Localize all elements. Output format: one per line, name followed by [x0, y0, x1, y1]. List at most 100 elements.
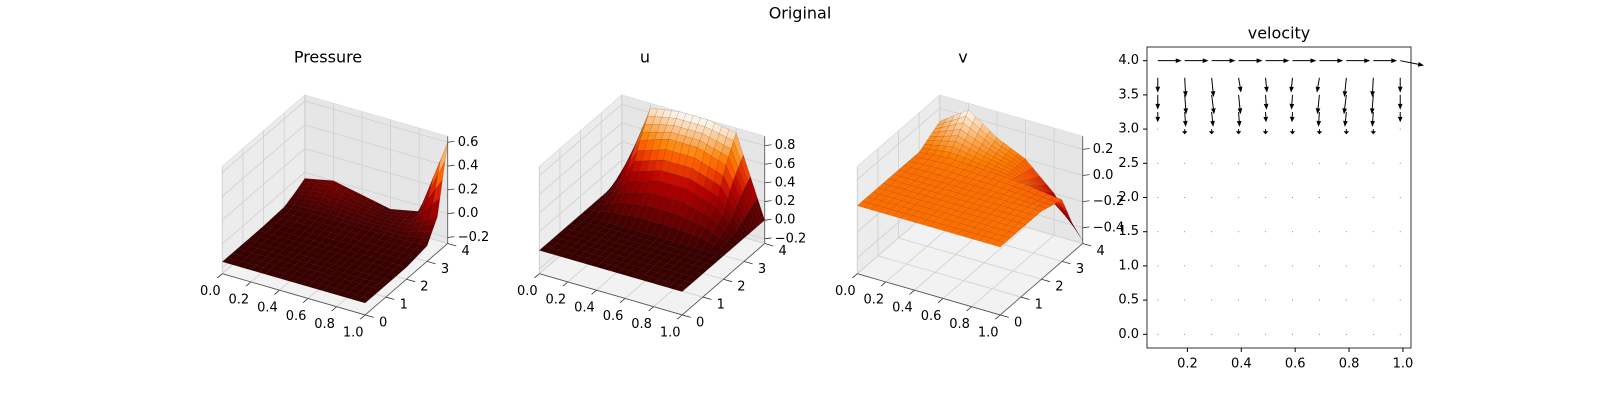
x-tick-label: 0.6: [1285, 357, 1306, 372]
tick-mark: [447, 140, 455, 143]
grid-line: [304, 148, 448, 191]
z-tick-label: 0.4: [775, 175, 796, 190]
tick-mark: [385, 296, 395, 300]
tick-mark: [562, 281, 569, 287]
y-tick-label: 3: [441, 262, 449, 277]
tick-mark: [359, 314, 366, 320]
z-tick-label: 0.8: [775, 138, 796, 153]
arrow: [1400, 60, 1425, 67]
arrow: [1315, 77, 1321, 93]
arrow: [1316, 111, 1322, 127]
tick-mark: [937, 298, 944, 304]
tick-mark: [764, 181, 772, 184]
arrow: [1345, 162, 1347, 164]
y-tick-label: 0: [696, 315, 704, 330]
surface-patch: [437, 142, 448, 175]
tick-mark: [591, 289, 597, 295]
arrow: [1210, 111, 1215, 127]
z-tick-label: 0.0: [458, 206, 479, 221]
tick-mark: [880, 281, 887, 287]
arrow: [1265, 299, 1267, 301]
arrow: [1318, 265, 1320, 267]
arrow: [1211, 231, 1213, 233]
axis-line: [364, 243, 448, 316]
arrow: [1235, 129, 1242, 135]
arrow: [1238, 231, 1240, 233]
axis-line: [999, 243, 1083, 316]
x-tick-label: 0.2: [546, 292, 567, 307]
arrow: [1155, 111, 1161, 123]
arrow: [1211, 197, 1213, 198]
arrow: [1184, 162, 1186, 164]
axis-line: [681, 243, 765, 316]
arrow: [1291, 265, 1293, 267]
y-tick-label: 4: [1097, 244, 1105, 259]
tick-mark: [743, 260, 753, 265]
tick-mark: [764, 243, 774, 247]
arrow: [1397, 111, 1403, 123]
arrow: [1343, 129, 1350, 135]
arrow: [1372, 231, 1374, 233]
arrow: [1291, 197, 1293, 198]
y-tick-label: 3.5: [1118, 87, 1139, 102]
grid-line: [877, 255, 1021, 298]
surface-patch: [424, 223, 436, 232]
arrow: [1183, 94, 1189, 115]
z-tick-label: −0.2: [458, 230, 490, 245]
arrow: [1211, 162, 1213, 164]
y-tick-label: 3.0: [1118, 122, 1139, 137]
subplot-title: u: [640, 48, 650, 67]
arrow: [1346, 58, 1371, 64]
arrow: [1184, 333, 1186, 335]
tick-mark: [909, 289, 915, 295]
arrow: [1263, 94, 1269, 110]
tick-mark: [764, 218, 772, 221]
tick-mark: [302, 298, 309, 304]
tick-mark: [274, 289, 280, 295]
tick-mark: [1020, 296, 1030, 300]
grid-line: [222, 172, 306, 245]
tick-mark: [619, 298, 626, 304]
z-tick-label: 0.6: [458, 135, 479, 150]
z-tick-label: 0.0: [775, 213, 796, 228]
tick-mark: [426, 260, 436, 265]
arrow: [1237, 94, 1243, 115]
arrow: [1342, 77, 1348, 98]
z-tick-label: 0.2: [775, 194, 796, 209]
arrow: [1372, 333, 1374, 335]
arrow: [1318, 299, 1320, 301]
axis-line: [539, 273, 683, 316]
subplot-title: Pressure: [294, 48, 362, 67]
z-tick-label: −0.2: [775, 231, 807, 246]
arrow: [1237, 77, 1243, 93]
surface-patch: [718, 152, 729, 166]
arrow: [1343, 111, 1348, 127]
surface-patch: [357, 296, 371, 304]
tick-mark: [676, 314, 683, 320]
z-tick-label: 0.2: [458, 182, 479, 197]
arrow: [1292, 58, 1317, 64]
axis-line: [857, 273, 1001, 316]
z-tick-label: 0.4: [458, 159, 479, 174]
y-tick-label: 1: [717, 298, 725, 313]
arrow: [1319, 58, 1344, 64]
arrow: [1211, 58, 1236, 64]
grid-line: [857, 107, 941, 180]
y-tick-label: 2: [737, 280, 745, 295]
tick-mark: [764, 162, 772, 165]
y-tick-label: 2.5: [1118, 156, 1139, 171]
arrow: [1157, 333, 1159, 335]
tick-mark: [648, 306, 654, 312]
arrow: [1373, 58, 1398, 64]
arrow: [1265, 162, 1267, 164]
y-tick-label: 3: [1076, 262, 1084, 277]
grid-line: [539, 141, 623, 214]
arrow: [1372, 162, 1374, 164]
y-tick-label: 1: [1035, 298, 1043, 313]
arrow: [1263, 111, 1269, 123]
arrow: [1399, 333, 1401, 335]
surface-patch: [1022, 158, 1033, 170]
arrow: [1399, 231, 1401, 233]
y-tick-label: 1.5: [1118, 224, 1139, 239]
arrow: [1369, 94, 1375, 115]
